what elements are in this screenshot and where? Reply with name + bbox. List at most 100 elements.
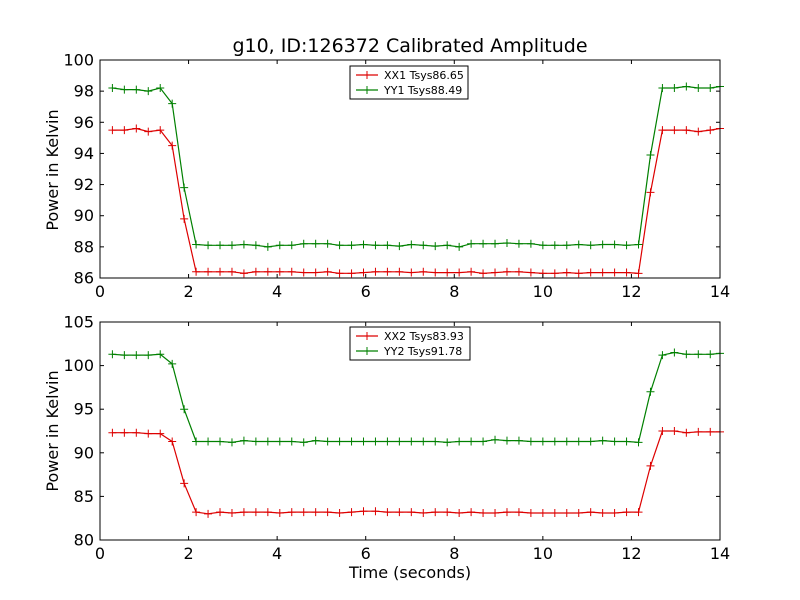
legend-marker xyxy=(363,347,371,355)
data-point xyxy=(682,350,691,359)
data-point xyxy=(479,437,488,446)
data-point xyxy=(168,359,177,368)
data-point xyxy=(634,240,643,249)
y-tick-label: 88 xyxy=(74,237,94,256)
data-point xyxy=(347,508,356,517)
data-point xyxy=(263,267,272,276)
data-point xyxy=(144,87,153,96)
data-point xyxy=(239,508,248,517)
data-point xyxy=(204,437,213,446)
data-point xyxy=(216,508,225,517)
y-tick-label: 95 xyxy=(74,400,94,419)
data-point xyxy=(383,508,392,517)
x-tick-label: 0 xyxy=(95,544,105,563)
data-point xyxy=(550,269,559,278)
legend-marker xyxy=(363,332,371,340)
x-tick-label: 14 xyxy=(710,544,730,563)
data-point xyxy=(192,267,201,276)
data-point xyxy=(132,85,141,94)
data-point xyxy=(467,508,476,517)
data-point xyxy=(335,241,344,250)
data-point xyxy=(670,84,679,93)
data-point xyxy=(526,239,535,248)
data-point xyxy=(706,126,715,135)
data-point xyxy=(514,436,523,445)
data-point xyxy=(467,267,476,276)
legend-marker xyxy=(363,71,371,79)
data-point xyxy=(526,437,535,446)
data-point xyxy=(491,508,500,517)
data-point xyxy=(431,437,440,446)
data-point xyxy=(670,348,679,357)
axes-frame xyxy=(99,321,721,541)
data-point xyxy=(180,479,189,488)
x-tick-label: 12 xyxy=(621,282,641,301)
data-point xyxy=(586,268,595,277)
data-point xyxy=(204,509,213,518)
data-point xyxy=(694,84,703,93)
x-tick-label: 8 xyxy=(449,282,459,301)
data-point xyxy=(287,437,296,446)
data-point xyxy=(239,436,248,445)
legend: XX1 Tsys86.65 YY1 Tsys88.49 xyxy=(349,65,469,100)
data-point xyxy=(682,82,691,91)
data-point xyxy=(275,508,284,517)
data-point xyxy=(646,387,655,396)
data-point xyxy=(682,428,691,437)
data-point xyxy=(359,240,368,249)
data-point xyxy=(610,240,619,249)
legend-marker xyxy=(363,86,371,94)
data-point xyxy=(586,241,595,250)
series-line-0 xyxy=(112,127,721,274)
data-point xyxy=(359,507,368,516)
plot-area-top: 0 2 4 6 8 10 12 14 86 88 90 92 94 96 98 100 XX1 Tsys86.6… xyxy=(63,51,730,302)
data-point xyxy=(383,267,392,276)
data-point xyxy=(538,508,547,517)
data-point xyxy=(299,508,308,517)
data-point xyxy=(120,85,129,94)
data-point xyxy=(156,126,165,135)
data-point xyxy=(491,239,500,248)
x-tick-label: 10 xyxy=(533,544,553,563)
data-point xyxy=(407,240,416,249)
data-point xyxy=(383,437,392,446)
data-point xyxy=(323,437,332,446)
data-point xyxy=(514,508,523,517)
data-point xyxy=(156,429,165,438)
data-point xyxy=(335,269,344,278)
y-tick-label: 90 xyxy=(74,206,94,225)
data-point xyxy=(359,437,368,446)
data-point xyxy=(204,267,213,276)
legend: XX2 Tsys83.93 YY2 Tsys91.78 xyxy=(349,326,471,361)
data-point xyxy=(443,268,452,277)
data-point xyxy=(658,351,667,360)
data-point xyxy=(371,437,380,446)
data-point xyxy=(311,268,320,277)
x-tick-label: 4 xyxy=(272,544,282,563)
series-line-1 xyxy=(112,85,721,248)
data-point xyxy=(634,508,643,517)
x-tick-label: 12 xyxy=(621,544,641,563)
data-point xyxy=(598,436,607,445)
data-point xyxy=(347,241,356,250)
data-point xyxy=(108,350,117,359)
x-axis-label: Time (seconds) xyxy=(348,563,471,582)
y-tick-label: 100 xyxy=(63,356,94,375)
data-point xyxy=(658,84,667,93)
x-tick-label: 0 xyxy=(95,282,105,301)
data-point xyxy=(144,351,153,360)
data-point xyxy=(526,268,535,277)
data-point xyxy=(311,436,320,445)
data-point xyxy=(347,269,356,278)
data-point xyxy=(251,508,260,517)
data-point xyxy=(670,126,679,135)
data-point xyxy=(706,84,715,93)
x-tick-label: 6 xyxy=(361,544,371,563)
x-tick-label: 4 xyxy=(272,282,282,301)
data-point xyxy=(263,508,272,517)
data-point xyxy=(634,269,643,278)
y-tick-label: 85 xyxy=(74,487,94,506)
data-point xyxy=(574,508,583,517)
data-point xyxy=(502,267,511,276)
data-point xyxy=(514,267,523,276)
